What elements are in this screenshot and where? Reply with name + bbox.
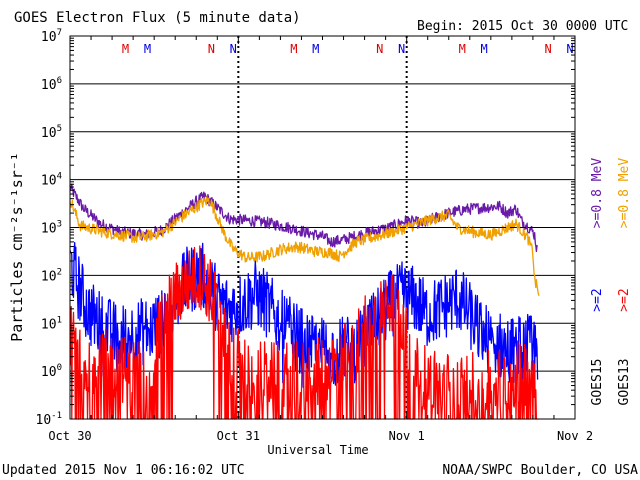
orbit-marker: N	[376, 42, 383, 56]
y-tick-label: 104	[41, 172, 62, 189]
y-tick-label: 106	[41, 76, 62, 93]
y-axis-label: Particles cm⁻²s⁻¹sr⁻¹	[8, 152, 26, 342]
y-tick-label: 10-1	[36, 411, 63, 428]
orbit-marker: N	[566, 42, 573, 56]
orbit-marker: M	[290, 42, 297, 56]
legend-label: GOES15	[590, 359, 605, 406]
orbit-marker: M	[144, 42, 151, 56]
orbit-marker: M	[459, 42, 466, 56]
x-tick-label: Oct 31	[217, 429, 260, 443]
x-tick-label: Oct 30	[48, 429, 91, 443]
series-line-goes15-0-8-mev	[69, 183, 539, 253]
legend-label: GOES13	[617, 359, 632, 406]
legend-label: >=2	[617, 288, 632, 311]
begin-label: Begin: 2015 Oct 30 0000 UTC	[417, 19, 628, 34]
y-tick-label: 101	[41, 315, 62, 332]
updated-timestamp: Updated 2015 Nov 1 06:16:02 UTC	[2, 463, 245, 478]
y-tick-label: 100	[41, 363, 62, 380]
orbit-marker: N	[208, 42, 215, 56]
y-tick-label: 103	[41, 220, 62, 237]
credit-label: NOAA/SWPC Boulder, CO USA	[442, 463, 638, 478]
orbit-marker: N	[230, 42, 237, 56]
legend-label: >=2	[590, 288, 605, 311]
orbit-marker: M	[122, 42, 129, 56]
series-line-goes13-0-8-mev	[69, 196, 540, 296]
chart-title: GOES Electron Flux (5 minute data)	[14, 10, 301, 26]
y-tick-label: 102	[41, 267, 62, 284]
orbit-marker: N	[398, 42, 405, 56]
orbit-marker: M	[480, 42, 487, 56]
x-tick-label: Nov 1	[389, 429, 425, 443]
orbit-marker: M	[312, 42, 319, 56]
legend-label: >=0.8 MeV	[590, 158, 605, 229]
x-axis-label: Universal Time	[267, 443, 368, 457]
orbit-marker: N	[544, 42, 551, 56]
y-tick-label: 107	[41, 28, 62, 45]
x-tick-label: Nov 2	[557, 429, 593, 443]
legend-label: >=0.8 MeV	[617, 158, 632, 229]
y-tick-label: 105	[41, 124, 62, 141]
